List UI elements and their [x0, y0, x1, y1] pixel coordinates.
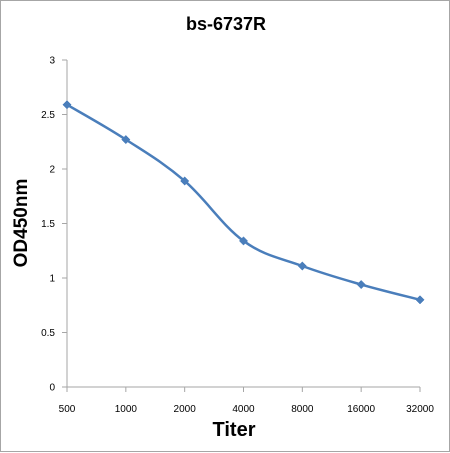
x-tick-label: 500 — [59, 404, 76, 415]
axes: 0 0.5 1 1.5 2 2.5 3 500 1000 2000 4000 8000 16000 320… — [41, 56, 434, 416]
series-layer — [62, 100, 425, 305]
x-tick-label: 32000 — [406, 404, 434, 415]
y-tick-label: 0 — [49, 383, 55, 394]
y-tick-label: 2 — [49, 165, 55, 176]
x-tick-label: 4000 — [232, 404, 255, 415]
data-point — [121, 135, 131, 145]
data-point — [180, 176, 190, 186]
data-point — [356, 279, 366, 290]
y-tick-label: 1 — [49, 274, 55, 285]
y-tick-label: 1.5 — [41, 219, 55, 230]
y-axis-label: OD450nm — [11, 179, 32, 268]
x-axis-label: Titer — [213, 419, 256, 441]
x-tick-label: 2000 — [174, 404, 197, 415]
data-point — [297, 261, 307, 271]
x-tick-label: 8000 — [291, 404, 314, 415]
chart-title: bs-6737R — [186, 14, 266, 34]
y-tick-label: 2.5 — [41, 110, 55, 121]
data-point — [415, 295, 425, 305]
y-tick-label: 3 — [49, 56, 55, 67]
x-tick-label: 1000 — [115, 404, 138, 415]
series-line — [65, 103, 422, 302]
x-tick-label: 16000 — [347, 404, 375, 415]
y-tick-label: 0.5 — [41, 328, 55, 339]
data-point — [238, 236, 249, 246]
data-point — [62, 100, 72, 110]
